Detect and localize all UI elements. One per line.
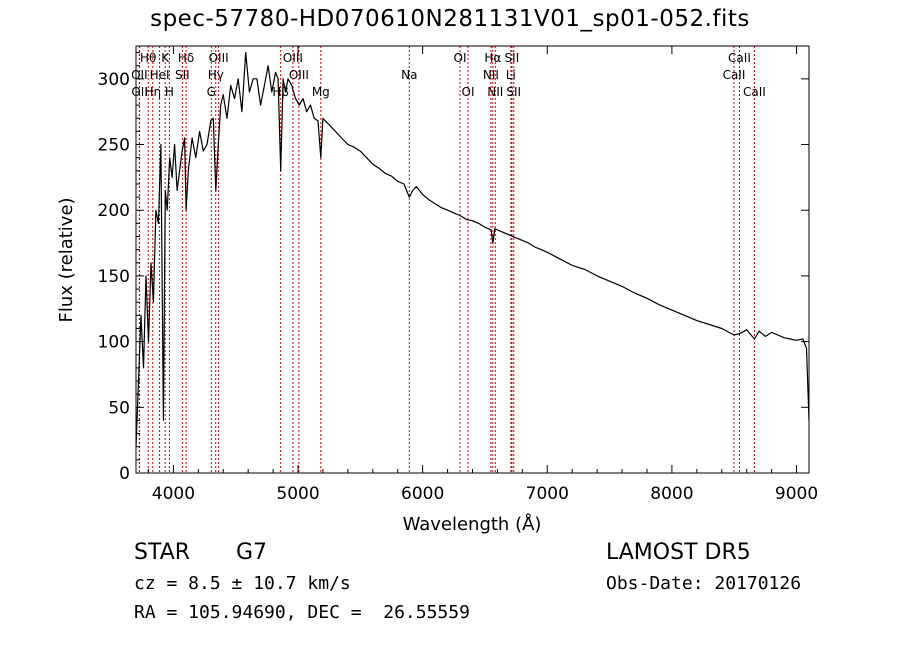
spectral-line-label: Li	[506, 68, 516, 82]
spectral-line-label: OI	[454, 51, 467, 65]
spectrum-series	[135, 51, 810, 447]
x-tick-label: 7000	[526, 484, 569, 504]
chart-title: spec-57780-HD070610N281131V01_sp01-052.f…	[150, 6, 750, 32]
spectral-line-label: Mg	[312, 85, 330, 99]
spectral-line-label: Na	[401, 68, 417, 82]
y-tick-label: 300	[98, 70, 130, 90]
object-subclass: G7	[236, 540, 268, 565]
spectral-line-label: Hδ	[178, 51, 194, 65]
spectral-line-label: OI	[462, 85, 475, 99]
spectral-line-label: Hθ	[140, 51, 156, 65]
spectral-line-label: HeI	[150, 68, 170, 82]
spectral-line-label: Hη	[145, 85, 162, 99]
spectral-line-label: OII	[131, 68, 148, 82]
y-tick-label: 200	[98, 201, 130, 221]
y-tick-label: 0	[119, 464, 130, 484]
y-tick-label: 150	[98, 267, 130, 287]
spectral-line-label: SII	[175, 68, 190, 82]
spectral-line-label: Hγ	[208, 68, 224, 82]
x-tick-label: 6000	[401, 484, 444, 504]
spectral-line-label: CaII	[743, 85, 766, 99]
x-axis: 4000 5000 6000 7000 8000 9000	[147, 46, 818, 504]
spectral-line-label: OII	[131, 85, 148, 99]
y-tick-label: 250	[98, 136, 130, 156]
spectral-line-label: K	[161, 51, 170, 65]
spectral-line-label: SII	[505, 51, 520, 65]
spectral-line-label: NII	[487, 85, 503, 99]
y-axis: 0 50 100 150 200 250 300	[98, 52, 809, 484]
spectral-line-label: CaII	[728, 51, 751, 65]
x-tick-label: 8000	[650, 484, 693, 504]
spectral-line-markers	[138, 46, 755, 473]
y-tick-label: 50	[108, 398, 130, 418]
spectral-line-label: OIII	[209, 51, 229, 65]
coordinates: RA = 105.94690, DEC = 26.55559	[134, 602, 470, 623]
redshift-readout: cz = 8.5 ± 10.7 km/s	[134, 573, 351, 594]
object-class: STAR	[134, 540, 191, 565]
spectral-line-label: Hβ	[272, 85, 289, 99]
spectral-line-label: CaII	[723, 68, 746, 82]
y-tick-label: 100	[98, 333, 130, 353]
spectral-line-label: OIII	[289, 68, 309, 82]
spectral-line-label: OIII	[283, 51, 303, 65]
spectrum-line	[135, 51, 810, 447]
x-tick-label: 9000	[775, 484, 818, 504]
survey-label: LAMOST DR5	[606, 540, 751, 565]
x-tick-label: 4000	[152, 484, 195, 504]
x-axis-label: Wavelength (Å)	[403, 513, 542, 535]
spectral-line-label: SII	[506, 85, 521, 99]
obs-date: Obs-Date: 20170126	[606, 573, 802, 594]
x-tick-label: 5000	[276, 484, 319, 504]
spectral-line-label: NII	[483, 68, 499, 82]
plot-frame	[135, 45, 810, 474]
spectral-line-label: Hα	[484, 51, 501, 65]
y-axis-label: Flux (relative)	[56, 197, 77, 322]
spectral-line-labels: Hθ K Hδ OIII OIII OI Hα SII CaII OII HeI SII Hγ OIII N…	[131, 51, 766, 99]
spectral-line-label: H	[165, 85, 174, 99]
spectral-line-label: G	[207, 85, 216, 99]
